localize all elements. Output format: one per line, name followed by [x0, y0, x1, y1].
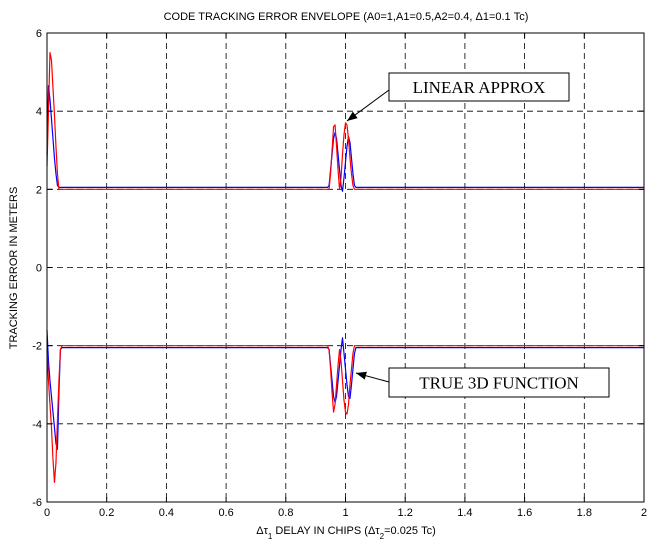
x-tick-label: 0	[44, 507, 50, 519]
x-tick-label: 1.8	[577, 507, 592, 519]
series-line	[46, 345, 644, 484]
annotation-label: TRUE 3D FUNCTION	[419, 374, 579, 393]
x-tick-label: 0.8	[278, 507, 293, 519]
y-tick-label: -6	[32, 497, 42, 509]
x-tick-labels: 0 0.2 0.4 0.6 0.8 1 1.2 1.4 1.6 1.8 2	[44, 507, 647, 519]
annotation-box	[388, 367, 610, 398]
x-tick-label: 0.2	[99, 507, 114, 519]
axis-ticks	[46, 32, 645, 503]
annotation-arrowhead	[355, 371, 367, 380]
y-tick-label: 2	[36, 184, 42, 196]
series-lines	[46, 51, 644, 484]
x-tick-label: 1.4	[457, 507, 472, 519]
y-tick-label: -4	[32, 419, 42, 431]
x-tick-label: 1	[342, 507, 348, 519]
x-axis-label: Δτ1 DELAY IN CHIPS (Δτ2=0.025 Tc)	[256, 525, 436, 541]
x-tick-label: 0.6	[218, 507, 233, 519]
annotations: LINEAR APPROX TRUE 3D FUNCTION	[346, 72, 610, 398]
y-axis-label: TRACKING ERROR IN METERS	[8, 187, 20, 350]
annotation-box	[388, 72, 570, 102]
x-tick-label: 1.6	[517, 507, 532, 519]
y-tick-label: 4	[36, 106, 42, 118]
y-tick-label: 0	[36, 263, 42, 275]
y-tick-label: -2	[32, 341, 42, 353]
annotation-arrowhead	[346, 111, 358, 121]
x-tick-label: 0.4	[159, 507, 174, 519]
y-tick-labels: -6 -4 -2 0 2 4 6	[32, 28, 42, 509]
grid-lines	[47, 33, 644, 502]
y-tick-label: 6	[36, 28, 42, 40]
series-line	[46, 51, 644, 190]
annotation-label: LINEAR APPROX	[413, 78, 546, 97]
x-tick-label: 1.2	[398, 507, 413, 519]
x-tick-label: 2	[641, 507, 647, 519]
chart-title: CODE TRACKING ERROR ENVELOPE (A0=1,A1=0.…	[164, 11, 529, 23]
